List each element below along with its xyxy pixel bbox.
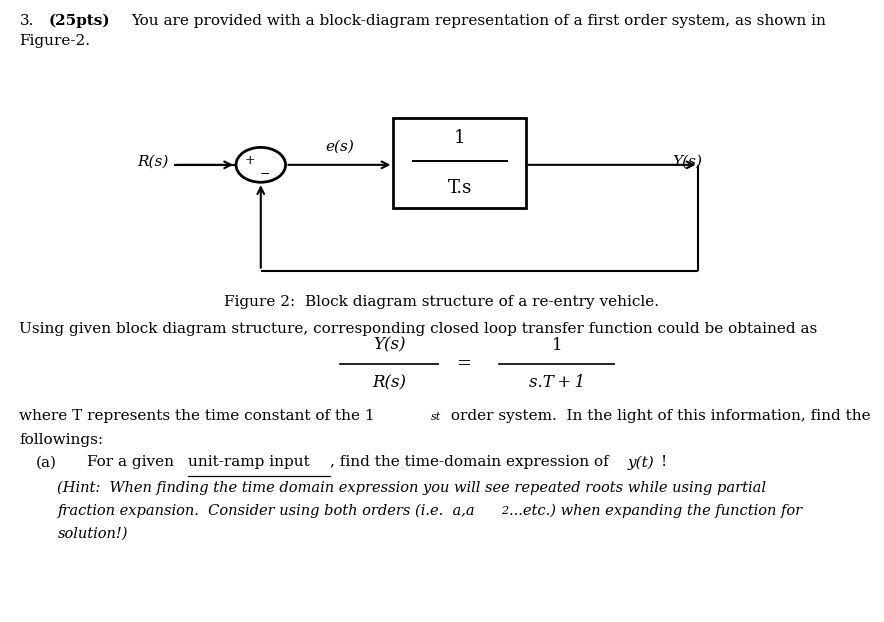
Text: Y(s): Y(s) [373, 337, 405, 354]
Text: y(t): y(t) [628, 455, 654, 470]
Bar [393, 118, 526, 208]
Text: fraction expansion.  Consider using both orders (i.e.  a,a: fraction expansion. Consider using both … [57, 503, 475, 518]
Text: Figure 2:  Block diagram structure of a re-entry vehicle.: Figure 2: Block diagram structure of a r… [225, 295, 659, 310]
Text: 1: 1 [552, 337, 562, 354]
Text: Figure-2.: Figure-2. [19, 34, 90, 48]
Text: =: = [457, 355, 471, 373]
Text: Using given block diagram structure, corresponding closed loop transfer function: Using given block diagram structure, cor… [19, 322, 818, 337]
Text: Y(s): Y(s) [672, 155, 702, 169]
Text: e(s): e(s) [325, 139, 354, 154]
Text: (a): (a) [35, 455, 57, 470]
Text: For a given: For a given [87, 455, 179, 470]
Text: followings:: followings: [19, 433, 103, 447]
Text: −: − [259, 168, 270, 181]
Text: solution!): solution!) [57, 526, 128, 541]
Text: !: ! [661, 455, 667, 470]
Text: (Hint:  When finding the time domain expression you will see repeated roots whil: (Hint: When finding the time domain expr… [57, 480, 766, 494]
Text: (25pts): (25pts) [49, 14, 110, 28]
Text: order system.  In the light of this information, find the: order system. In the light of this infor… [446, 409, 871, 424]
Text: R(s): R(s) [372, 374, 406, 391]
Text: 3.: 3. [19, 14, 34, 28]
Text: ...etc.) when expanding the function for: ...etc.) when expanding the function for [509, 503, 803, 518]
Text: unit-ramp input: unit-ramp input [188, 455, 310, 470]
Text: st: st [431, 412, 441, 422]
Text: R(s): R(s) [137, 155, 168, 169]
Text: 1: 1 [453, 129, 466, 147]
Text: s.T + 1: s.T + 1 [529, 374, 585, 391]
Text: +: + [244, 154, 255, 167]
Text: T.s: T.s [447, 179, 472, 197]
Text: where T represents the time constant of the 1: where T represents the time constant of … [19, 409, 375, 424]
Text: You are provided with a block-diagram representation of a first order system, as: You are provided with a block-diagram re… [131, 14, 826, 28]
Text: , find the time-domain expression of: , find the time-domain expression of [330, 455, 613, 470]
Text: 2: 2 [501, 506, 508, 516]
